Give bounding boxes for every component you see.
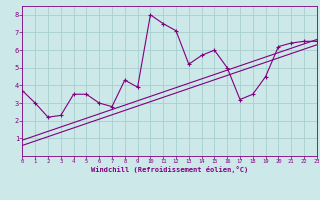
X-axis label: Windchill (Refroidissement éolien,°C): Windchill (Refroidissement éolien,°C) — [91, 166, 248, 173]
